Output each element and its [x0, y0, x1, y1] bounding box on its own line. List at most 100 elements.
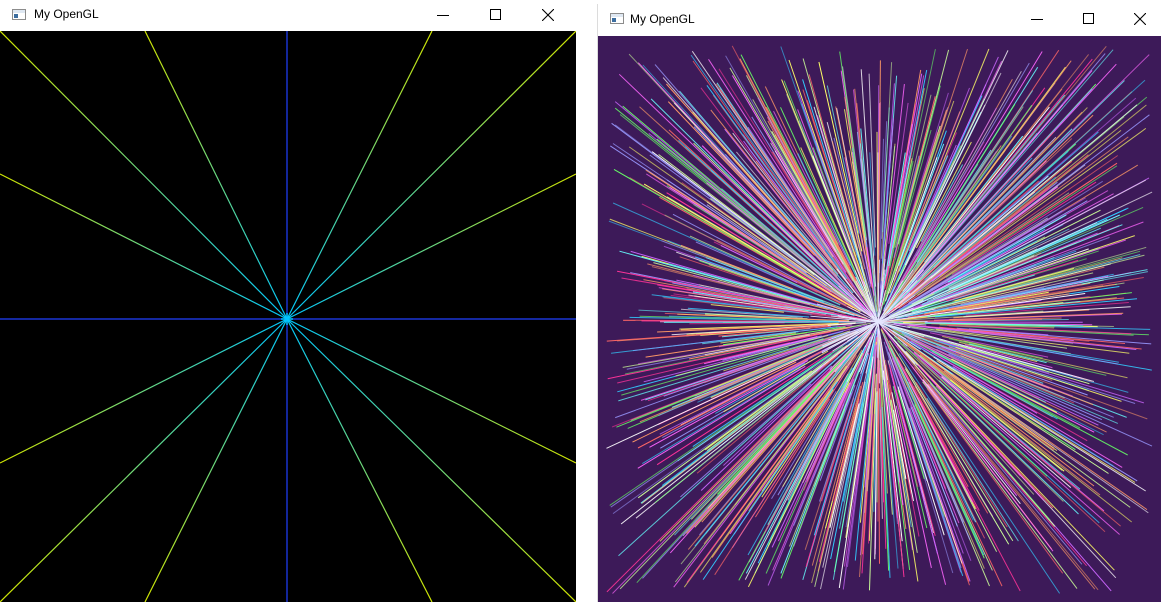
ray — [286, 31, 433, 320]
starburst-ray — [896, 356, 969, 487]
starburst-ray — [952, 366, 1123, 468]
starburst-ray — [677, 353, 832, 462]
starburst-ray — [773, 110, 851, 266]
starburst-ray — [770, 142, 864, 297]
starburst-ray — [767, 403, 838, 546]
core-ray — [821, 321, 879, 354]
minimize-icon — [1031, 19, 1043, 20]
window-title: My OpenGL — [630, 12, 695, 26]
starburst-ray — [903, 337, 1114, 467]
starburst-ray — [918, 397, 980, 511]
starburst-ray — [884, 338, 960, 524]
starburst-ray — [935, 328, 1130, 354]
starburst-ray — [606, 342, 858, 593]
close-button[interactable] — [1117, 4, 1161, 34]
starburst-ray — [703, 336, 818, 365]
core-ray — [877, 321, 927, 326]
starburst-ray — [945, 130, 1122, 270]
starburst-ray — [881, 83, 895, 262]
starburst-ray — [893, 323, 1137, 350]
starburst-ray — [932, 350, 1081, 429]
starburst-ray — [699, 260, 795, 294]
starburst-ray — [669, 326, 875, 554]
starburst-ray — [914, 403, 985, 559]
starburst-ray — [921, 224, 1123, 306]
starburst-ray — [693, 142, 843, 288]
core-ray — [832, 321, 879, 352]
starburst-ray — [947, 206, 1144, 293]
app-window-icon — [610, 13, 624, 24]
starburst-ray — [643, 183, 861, 313]
starburst-ray — [896, 324, 1119, 365]
starburst-ray — [896, 164, 912, 232]
title-bar[interactable]: My OpenGL — [0, 0, 576, 30]
starburst-ray — [904, 50, 1009, 266]
starburst-ray — [885, 346, 962, 568]
starburst-ray — [723, 326, 846, 346]
starburst-ray — [949, 379, 1065, 472]
starburst-ray — [926, 388, 1064, 574]
starburst-ray — [782, 349, 863, 488]
starburst-ray — [651, 266, 800, 304]
starburst-ray — [933, 240, 1038, 294]
starburst-ray — [906, 136, 1057, 293]
core-ray — [855, 280, 879, 323]
starburst-ray — [942, 335, 1128, 379]
starburst-ray — [839, 402, 864, 529]
starburst-ray — [907, 221, 1144, 312]
starburst-ray — [628, 146, 867, 315]
minimize-button[interactable] — [420, 0, 466, 30]
starburst-ray — [696, 355, 839, 474]
starburst-ray — [957, 296, 1091, 314]
starburst-ray — [715, 83, 843, 270]
opengl-canvas-right[interactable] — [598, 36, 1161, 602]
maximize-button[interactable] — [473, 0, 519, 30]
starburst-ray — [911, 274, 1035, 313]
starburst-ray — [716, 239, 859, 313]
starburst-ray — [700, 365, 833, 491]
starburst-ray — [679, 256, 820, 304]
starburst-ray — [692, 291, 853, 319]
starburst-ray — [812, 155, 873, 307]
starburst-ray — [729, 67, 872, 311]
starburst-ray — [806, 382, 852, 483]
starburst-ray — [687, 363, 844, 550]
starburst-ray — [881, 96, 936, 306]
starburst-ray — [612, 368, 833, 594]
starburst-ray — [662, 327, 867, 439]
starburst-ray — [640, 345, 807, 401]
starburst-ray — [701, 145, 873, 317]
starburst-ray — [955, 351, 1094, 406]
starburst-ray — [618, 73, 862, 307]
starburst-ray — [797, 90, 854, 251]
starburst-ray — [878, 330, 888, 494]
opengl-canvas-left[interactable] — [0, 31, 576, 602]
maximize-button[interactable] — [1066, 4, 1112, 34]
starburst-ray — [694, 334, 868, 547]
starburst-ray — [951, 181, 1097, 275]
starburst-ray — [617, 270, 870, 321]
starburst-ray — [795, 381, 848, 480]
starburst-ray — [894, 94, 932, 248]
title-bar[interactable]: My OpenGL — [598, 4, 1161, 34]
starburst-ray — [879, 129, 932, 315]
core-ray — [860, 266, 879, 323]
starburst-ray — [926, 397, 1019, 542]
starburst-ray — [915, 141, 972, 249]
starburst-ray — [888, 209, 1101, 318]
core-ray — [877, 321, 908, 347]
starburst-ray — [946, 259, 1079, 302]
starburst-ray — [651, 151, 833, 288]
starburst-ray — [919, 114, 1094, 283]
starburst-ray — [615, 324, 869, 419]
starburst-ray — [717, 336, 865, 495]
starburst-ray — [966, 293, 1070, 310]
starburst-ray — [884, 51, 1043, 311]
starburst-ray — [881, 163, 891, 264]
starburst-ray — [893, 155, 920, 258]
starburst-ray — [888, 94, 1066, 309]
starburst-ray — [902, 343, 1120, 535]
starburst-ray — [710, 143, 849, 291]
minimize-button[interactable] — [1014, 4, 1060, 34]
close-button[interactable] — [525, 0, 571, 30]
